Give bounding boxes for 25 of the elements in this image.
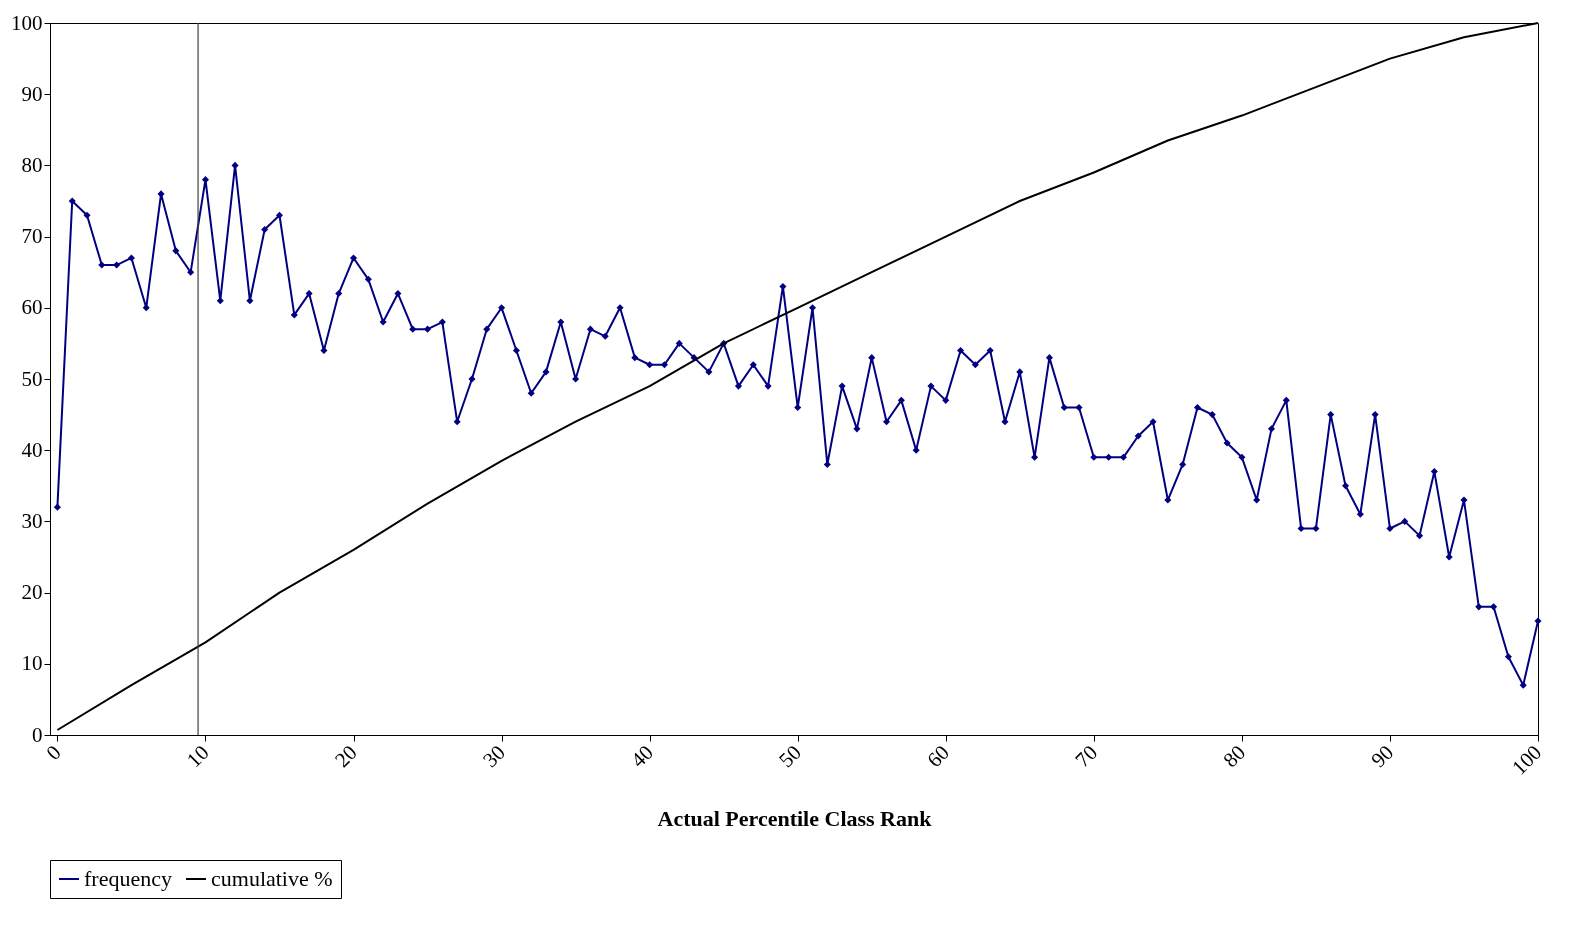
- legend-label: frequency: [84, 866, 172, 891]
- y-tick-label: 90: [21, 81, 43, 106]
- x-tick-label: 0: [41, 740, 66, 765]
- x-tick-label: 80: [1218, 740, 1251, 773]
- x-tick-label: 20: [329, 740, 362, 773]
- y-tick-label: 100: [11, 10, 43, 35]
- x-tick-label: 100: [1507, 740, 1547, 780]
- y-tick-label: 0: [32, 722, 43, 747]
- x-tick-label: 10: [181, 740, 214, 773]
- y-tick-label: 30: [21, 508, 43, 533]
- x-tick-label: 70: [1070, 740, 1103, 773]
- legend-label: cumulative %: [211, 866, 333, 891]
- y-tick-label: 60: [21, 295, 43, 320]
- x-tick-label: 90: [1366, 740, 1399, 773]
- x-axis-title: Actual Percentile Class Rank: [657, 805, 933, 831]
- y-tick-label: 40: [21, 437, 43, 462]
- x-tick-label: 30: [478, 740, 510, 773]
- y-tick-label: 20: [21, 580, 43, 605]
- x-tick-label: 60: [922, 740, 955, 773]
- y-tick-label: 50: [21, 366, 43, 391]
- y-tick-label: 10: [21, 651, 43, 676]
- x-tick-label: 40: [626, 740, 658, 773]
- x-tick-label: 50: [774, 740, 806, 773]
- y-tick-label: 80: [21, 152, 43, 177]
- y-tick-label: 70: [21, 224, 43, 249]
